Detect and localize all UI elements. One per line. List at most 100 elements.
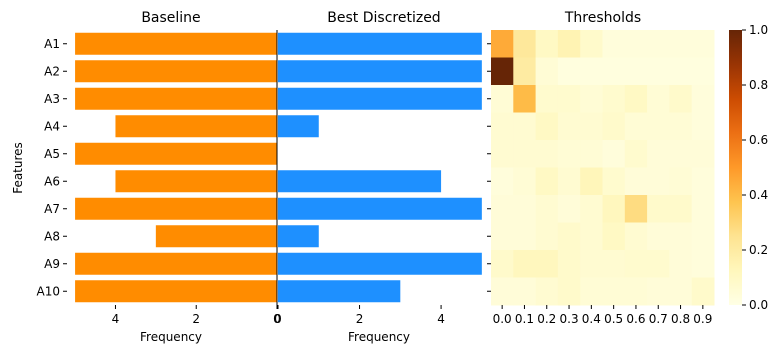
discretized-x-tick-label-2: 2 xyxy=(356,312,364,326)
heat-cell-A3-0.3 xyxy=(557,85,581,113)
heat-cell-A8-0.9 xyxy=(691,222,715,251)
heat-cell-A4-0.4 xyxy=(580,112,603,141)
discretized-bar-A2 xyxy=(278,60,482,83)
heat-cell-A4-0.8 xyxy=(669,112,693,141)
heat-cell-A9-0.5 xyxy=(602,250,626,278)
colorbar-tick-label-0.8: 0.8 xyxy=(749,78,768,92)
y-tick-label-A10: A10 xyxy=(37,284,60,298)
heat-cell-A6-0.2 xyxy=(535,167,559,196)
baseline-bar-A1 xyxy=(75,32,277,55)
heat-cell-A8-0.2 xyxy=(535,222,559,251)
heat-cell-A3-0.5 xyxy=(602,85,626,113)
y-tick-label-A1: A1 xyxy=(44,37,60,51)
y-tick-label-A9: A9 xyxy=(44,257,60,271)
baseline-bar-A3 xyxy=(75,87,277,110)
baseline-panel: A1 A2 A3 A4 A5 A6 A7 A8 A9 A10 4 2 0 xyxy=(37,30,281,326)
heat-cell-A7-0.2 xyxy=(535,195,559,223)
heat-cell-A4-0.5 xyxy=(602,112,626,141)
heat-cell-A6-0.4 xyxy=(580,167,603,196)
heat-cell-A3-0.9 xyxy=(691,85,715,113)
heat-cell-A4-0.0 xyxy=(491,112,514,141)
discretized-bar-A4 xyxy=(278,115,319,138)
heat-x-tick-label-0.0: 0.0 xyxy=(493,312,512,326)
heat-x-tick-label-0.9: 0.9 xyxy=(693,312,712,326)
heat-cell-A1-0.1 xyxy=(513,30,537,58)
heat-cell-A7-0.4 xyxy=(580,195,603,223)
heat-cell-A3-0.2 xyxy=(535,85,559,113)
heat-cell-A5-0.5 xyxy=(602,140,626,168)
heat-cell-A2-0.0 xyxy=(491,57,514,86)
heat-cell-A6-0.1 xyxy=(513,167,537,196)
heat-cell-A3-0.6 xyxy=(624,85,648,113)
heat-cell-A10-0.0 xyxy=(491,277,514,306)
heat-x-tick-label-0.8: 0.8 xyxy=(671,312,690,326)
heat-cell-A4-0.9 xyxy=(691,112,715,141)
heat-cell-A8-0.1 xyxy=(513,222,537,251)
baseline-bar-A8 xyxy=(155,225,277,248)
heat-cell-A10-0.9 xyxy=(691,277,715,306)
discretized-x-axis-label: Frequency xyxy=(348,330,410,344)
heat-cell-A4-0.2 xyxy=(535,112,559,141)
heat-cell-A2-0.8 xyxy=(669,57,693,86)
heat-cell-A3-0.7 xyxy=(647,85,670,113)
heat-cell-A2-0.6 xyxy=(624,57,648,86)
heat-cell-A2-0.5 xyxy=(602,57,626,86)
heat-cell-A6-0.0 xyxy=(491,167,514,196)
baseline-bar-A5 xyxy=(75,142,277,165)
heat-cell-A10-0.3 xyxy=(557,277,581,306)
heat-cell-A3-0.0 xyxy=(491,85,514,113)
heat-cell-A7-0.8 xyxy=(669,195,693,223)
heat-cell-A5-0.4 xyxy=(580,140,603,168)
baseline-bar-A2 xyxy=(75,60,277,83)
heat-cell-A2-0.1 xyxy=(513,57,537,86)
heat-cell-A7-0.6 xyxy=(624,195,648,223)
heat-cell-A2-0.7 xyxy=(647,57,670,86)
heat-cell-A9-0.7 xyxy=(647,250,670,278)
heat-cell-A1-0.3 xyxy=(557,30,581,58)
heat-cell-A8-0.6 xyxy=(624,222,648,251)
heat-cell-A8-0.5 xyxy=(602,222,626,251)
y-tick-label-A7: A7 xyxy=(44,202,60,216)
colorbar-bar xyxy=(729,30,742,305)
discretized-bar-A10 xyxy=(278,280,401,303)
discretized-panel: 0 2 4 xyxy=(274,32,482,326)
heat-cell-A6-0.3 xyxy=(557,167,581,196)
colorbar-tick-label-0.0: 0.0 xyxy=(749,298,768,312)
heat-cell-A4-0.1 xyxy=(513,112,537,141)
heat-cell-A1-0.6 xyxy=(624,30,648,58)
heat-cell-A7-0.5 xyxy=(602,195,626,223)
y-tick-label-A3: A3 xyxy=(44,92,60,106)
heat-cell-A10-0.2 xyxy=(535,277,559,306)
y-tick-label-A4: A4 xyxy=(44,119,60,133)
heat-cell-A2-0.2 xyxy=(535,57,559,86)
heat-cell-A5-0.1 xyxy=(513,140,537,168)
heat-cell-A6-0.5 xyxy=(602,167,626,196)
heat-x-tick-label-0.6: 0.6 xyxy=(626,312,645,326)
heat-x-tick-label-0.5: 0.5 xyxy=(604,312,623,326)
heat-cell-A4-0.7 xyxy=(647,112,670,141)
baseline-bar-A4 xyxy=(115,115,277,138)
y-tick-label-A2: A2 xyxy=(44,64,60,78)
discretized-bar-A1 xyxy=(278,32,482,55)
heat-cell-A5-0.9 xyxy=(691,140,715,168)
heat-cell-A10-0.6 xyxy=(624,277,648,306)
baseline-x-tick-label-0: 0 xyxy=(273,312,281,326)
heat-cell-A4-0.6 xyxy=(624,112,648,141)
y-tick-label-A5: A5 xyxy=(44,147,60,161)
heat-cell-A1-0.4 xyxy=(580,30,603,58)
discretized-x-tick-label-0: 0 xyxy=(274,312,282,326)
heat-cell-A9-0.8 xyxy=(669,250,693,278)
y-tick-label-A8: A8 xyxy=(44,229,60,243)
discretized-x-tick-label-4: 4 xyxy=(437,312,445,326)
heat-cell-A8-0.8 xyxy=(669,222,693,251)
heat-cell-A3-0.1 xyxy=(513,85,537,113)
heat-x-tick-label-0.4: 0.4 xyxy=(582,312,601,326)
heat-cell-A10-0.1 xyxy=(513,277,537,306)
heat-cell-A5-0.6 xyxy=(624,140,648,168)
heat-cell-A1-0.2 xyxy=(535,30,559,58)
heat-x-tick-label-0.2: 0.2 xyxy=(537,312,556,326)
baseline-bar-A6 xyxy=(115,170,277,193)
baseline-x-axis-label: Frequency xyxy=(140,330,202,344)
heat-cell-A1-0.5 xyxy=(602,30,626,58)
baseline-title: Baseline xyxy=(141,10,200,26)
